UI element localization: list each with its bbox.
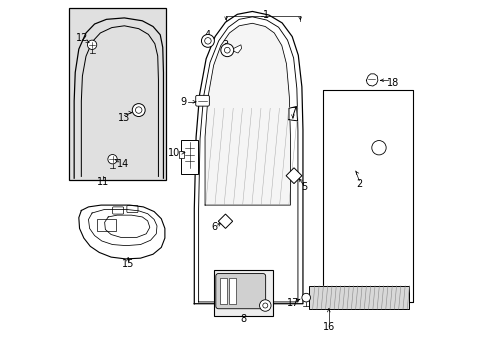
Polygon shape <box>218 214 232 228</box>
Polygon shape <box>204 23 290 205</box>
Circle shape <box>224 47 230 53</box>
Text: 4: 4 <box>203 30 210 40</box>
Polygon shape <box>233 45 241 53</box>
Bar <box>97 220 116 231</box>
Text: 2: 2 <box>355 179 362 189</box>
Circle shape <box>135 107 142 113</box>
Text: 16: 16 <box>322 322 334 332</box>
Text: 5: 5 <box>301 182 307 192</box>
Circle shape <box>371 140 386 155</box>
FancyBboxPatch shape <box>69 8 165 180</box>
Circle shape <box>259 300 270 311</box>
Text: 18: 18 <box>386 78 399 88</box>
Text: 12: 12 <box>76 33 88 43</box>
Bar <box>308 286 408 309</box>
Circle shape <box>108 154 117 164</box>
Text: 17: 17 <box>286 298 299 309</box>
FancyBboxPatch shape <box>195 95 209 106</box>
Text: 8: 8 <box>240 314 246 324</box>
Circle shape <box>87 40 97 49</box>
FancyBboxPatch shape <box>214 270 273 316</box>
Text: 7: 7 <box>290 107 296 117</box>
Text: 3: 3 <box>223 40 228 50</box>
Circle shape <box>262 303 267 308</box>
Circle shape <box>132 104 145 117</box>
Polygon shape <box>323 90 412 302</box>
Text: 10: 10 <box>168 148 181 158</box>
Text: 11: 11 <box>97 177 109 187</box>
Polygon shape <box>288 107 297 121</box>
FancyBboxPatch shape <box>181 140 198 174</box>
Text: 15: 15 <box>122 259 134 269</box>
Polygon shape <box>366 74 377 86</box>
Text: 1: 1 <box>263 10 268 20</box>
Text: 6: 6 <box>210 222 217 232</box>
Bar <box>220 278 227 305</box>
Circle shape <box>204 38 211 44</box>
Text: 13: 13 <box>118 113 130 123</box>
Circle shape <box>201 35 214 47</box>
Circle shape <box>301 293 310 302</box>
Bar <box>228 278 235 305</box>
Text: 9: 9 <box>180 97 186 107</box>
Polygon shape <box>285 168 301 184</box>
FancyBboxPatch shape <box>215 274 265 309</box>
FancyBboxPatch shape <box>178 151 184 158</box>
Text: 14: 14 <box>117 159 129 169</box>
Circle shape <box>221 44 233 57</box>
